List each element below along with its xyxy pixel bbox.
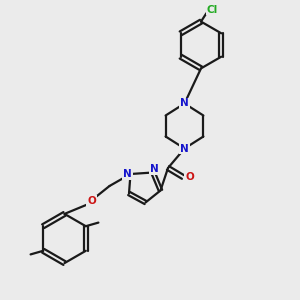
Text: N: N bbox=[123, 169, 132, 179]
Text: N: N bbox=[180, 143, 189, 154]
Text: N: N bbox=[180, 98, 189, 109]
Text: O: O bbox=[185, 172, 194, 182]
Text: O: O bbox=[87, 196, 96, 206]
Text: N: N bbox=[150, 164, 159, 175]
Text: Cl: Cl bbox=[207, 4, 218, 15]
